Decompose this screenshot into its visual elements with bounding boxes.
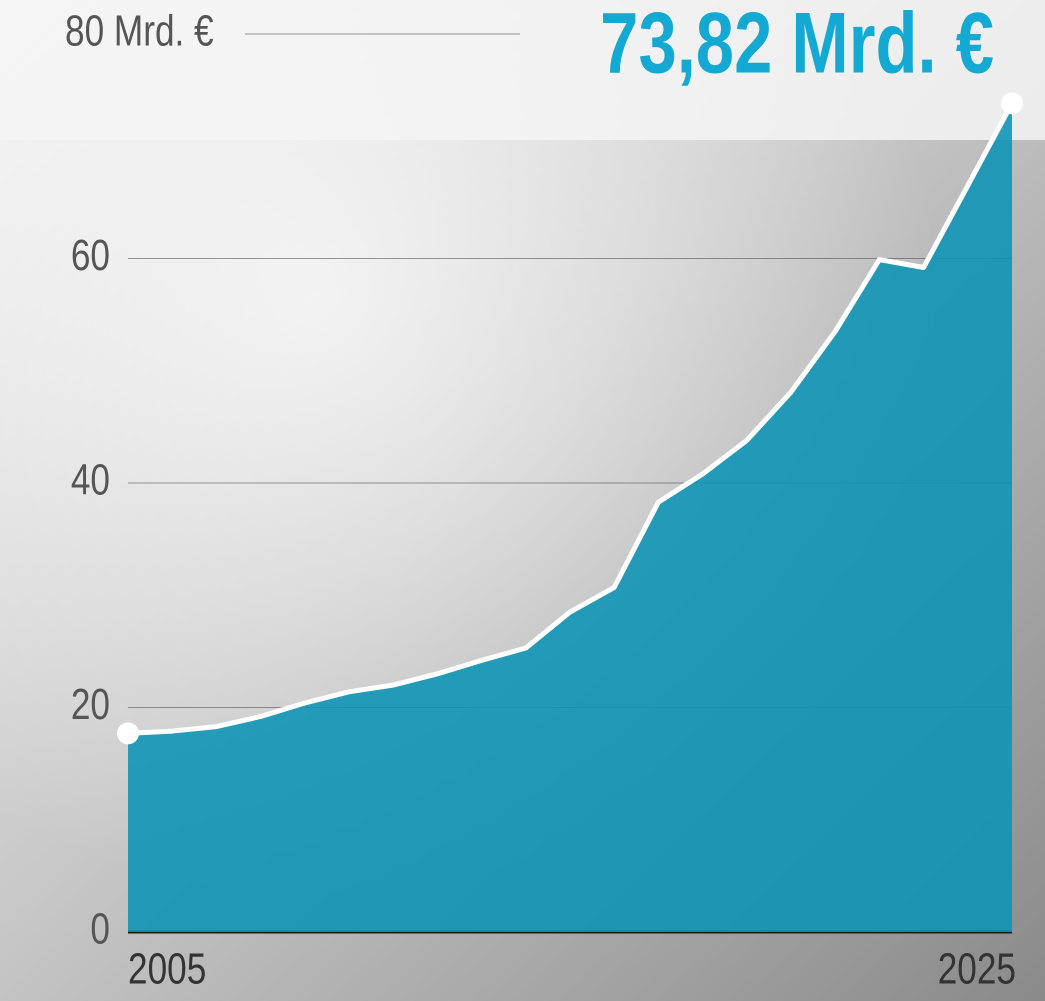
end-point [1001,92,1023,115]
y-tick-label: 80 Mrd. € [65,7,214,56]
y-tick-label: 40 [71,456,110,505]
y-tick-label: 20 [71,680,110,729]
end-point [117,722,139,745]
x-tick-label: 2005 [128,945,206,994]
y-tick-label: 60 [71,231,110,280]
line [127,102,1015,736]
area [128,103,1012,933]
y-tick-label: 0 [90,905,110,954]
value-label: 73,82 Mrd. € [600,0,994,91]
x-tick-label: 2025 [938,945,1016,994]
top-fade [0,0,1045,140]
